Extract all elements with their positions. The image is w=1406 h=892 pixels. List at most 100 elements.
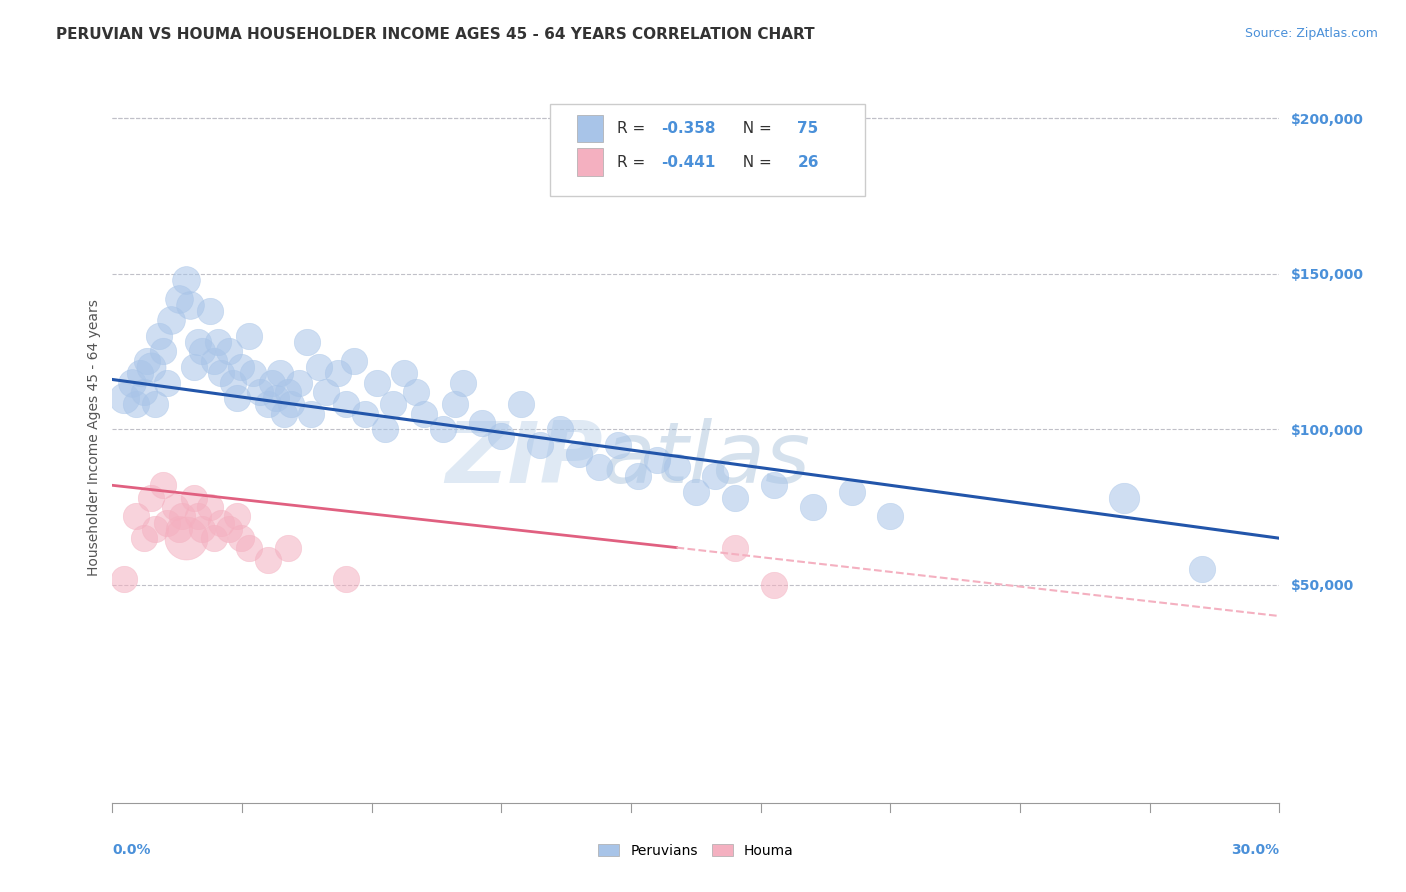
Point <box>128 366 150 380</box>
Text: 75: 75 <box>797 121 818 136</box>
Point <box>1112 491 1135 505</box>
Point <box>645 453 668 467</box>
Point <box>238 541 260 555</box>
Text: -0.358: -0.358 <box>661 121 716 136</box>
Point <box>366 376 388 390</box>
Point <box>276 384 298 399</box>
Point <box>191 344 214 359</box>
Point <box>273 407 295 421</box>
Point <box>187 335 209 350</box>
Point <box>198 304 221 318</box>
Point <box>299 407 322 421</box>
Point <box>172 509 194 524</box>
FancyBboxPatch shape <box>550 104 865 195</box>
Point <box>405 384 427 399</box>
Point <box>143 397 166 411</box>
Point <box>343 354 366 368</box>
Point <box>588 459 610 474</box>
Point <box>491 428 513 442</box>
FancyBboxPatch shape <box>576 114 603 143</box>
Point <box>280 397 302 411</box>
Point <box>451 376 474 390</box>
Legend: Peruvians, Houma: Peruvians, Houma <box>599 844 793 858</box>
Point <box>335 572 357 586</box>
Point <box>308 359 330 374</box>
Point <box>148 329 170 343</box>
Text: 0.0%: 0.0% <box>112 843 150 857</box>
Point <box>209 516 232 530</box>
Point <box>226 509 249 524</box>
Point <box>121 376 143 390</box>
Point <box>471 416 494 430</box>
Point <box>374 422 396 436</box>
Point <box>152 344 174 359</box>
Point <box>841 484 863 499</box>
Point <box>335 397 357 411</box>
Point <box>665 459 688 474</box>
Point <box>443 397 465 411</box>
Point <box>218 344 240 359</box>
Point <box>125 397 148 411</box>
Point <box>724 491 747 505</box>
Text: 26: 26 <box>797 154 820 169</box>
Point <box>315 384 337 399</box>
Point <box>143 522 166 536</box>
Point <box>125 509 148 524</box>
Point <box>112 572 135 586</box>
Point <box>202 354 225 368</box>
Point <box>529 438 551 452</box>
Point <box>132 531 155 545</box>
Y-axis label: Householder Income Ages 45 - 64 years: Householder Income Ages 45 - 64 years <box>87 299 101 575</box>
Point <box>627 469 650 483</box>
Point <box>198 500 221 515</box>
Point <box>381 397 404 411</box>
Point <box>179 298 201 312</box>
Point <box>412 407 434 421</box>
Point <box>141 491 163 505</box>
FancyBboxPatch shape <box>576 148 603 176</box>
Point <box>724 541 747 555</box>
Point <box>183 491 205 505</box>
Point <box>269 366 291 380</box>
Point <box>257 553 280 567</box>
Point <box>801 500 824 515</box>
Text: atlas: atlas <box>603 417 811 500</box>
Text: Source: ZipAtlas.com: Source: ZipAtlas.com <box>1244 27 1378 40</box>
Point <box>257 397 280 411</box>
Point <box>152 478 174 492</box>
Text: -0.441: -0.441 <box>661 154 716 169</box>
Point <box>222 376 245 390</box>
Point <box>704 469 727 483</box>
Point <box>229 531 252 545</box>
Point <box>607 438 630 452</box>
Point <box>432 422 454 436</box>
Point <box>202 531 225 545</box>
Point <box>209 366 232 380</box>
Point <box>238 329 260 343</box>
Point <box>167 292 190 306</box>
Point <box>187 509 209 524</box>
Point <box>548 422 571 436</box>
Point <box>242 366 264 380</box>
Text: PERUVIAN VS HOUMA HOUSEHOLDER INCOME AGES 45 - 64 YEARS CORRELATION CHART: PERUVIAN VS HOUMA HOUSEHOLDER INCOME AGE… <box>56 27 815 42</box>
Text: R =: R = <box>617 154 650 169</box>
Point <box>176 531 198 545</box>
Point <box>879 509 901 524</box>
Point <box>207 335 229 350</box>
Point <box>176 273 198 287</box>
Point <box>762 478 785 492</box>
Point <box>136 354 159 368</box>
Point <box>568 447 591 461</box>
Point <box>509 397 531 411</box>
Point <box>276 541 298 555</box>
Point <box>163 500 186 515</box>
Point <box>160 313 183 327</box>
Point <box>762 578 785 592</box>
Point <box>260 376 283 390</box>
Point <box>326 366 349 380</box>
Point <box>141 359 163 374</box>
Point <box>295 335 318 350</box>
Point <box>685 484 707 499</box>
Point <box>156 376 179 390</box>
Text: N =: N = <box>734 121 778 136</box>
